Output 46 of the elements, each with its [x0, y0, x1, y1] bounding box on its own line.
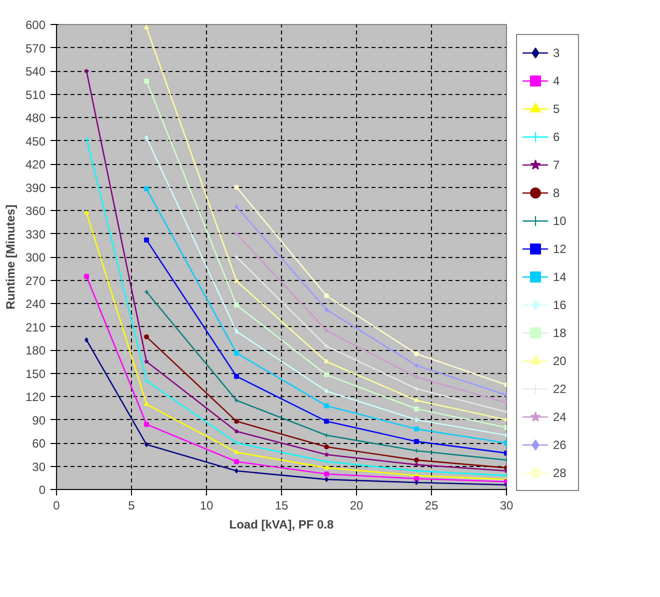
y-tick-label: 510	[25, 88, 46, 102]
y-tick-label: 90	[32, 413, 46, 428]
y-tick-label: 240	[25, 297, 46, 311]
y-axis-title: Runtime [Minutes]	[3, 204, 18, 310]
y-tick-label: 210	[25, 320, 46, 334]
legend-label: 26	[553, 436, 568, 454]
y-tick-label: 360	[25, 204, 46, 218]
x-tick-label: 0	[53, 498, 60, 512]
x-tick-label: 25	[424, 498, 438, 512]
y-tick-label: 600	[25, 18, 46, 32]
legend-label: 4	[553, 72, 561, 90]
legend-label: 12	[553, 240, 568, 258]
y-tick-label: 180	[25, 344, 46, 358]
legend-label: 8	[553, 184, 561, 202]
legend-label: 5	[553, 100, 561, 118]
y-tick-label: 450	[25, 134, 46, 148]
legend-label: 22	[553, 380, 568, 398]
x-tick-label: 20	[350, 498, 364, 512]
y-tick-label: 270	[25, 274, 46, 288]
x-tick-label: 30	[500, 498, 514, 512]
legend-label: 28	[553, 464, 568, 482]
y-tick-label: 60	[32, 436, 46, 450]
legend-label: 7	[553, 156, 561, 174]
y-tick-label: 420	[25, 158, 46, 172]
y-tick-label: 0	[38, 483, 46, 497]
y-tick-label: 30	[32, 460, 46, 474]
x-tick-label: 5	[128, 498, 136, 512]
legend-label: 3	[553, 44, 561, 62]
legend-label: 20	[553, 352, 568, 370]
y-tick-label: 540	[25, 64, 46, 78]
y-tick-label: 480	[25, 111, 46, 125]
legend-label: 18	[553, 324, 568, 342]
legend-label: 16	[553, 296, 568, 314]
y-tick-label: 300	[25, 250, 46, 264]
legend-label: 24	[553, 408, 568, 426]
x-tick-label: 10	[200, 498, 214, 512]
legend-label: 14	[553, 268, 568, 286]
x-tick-label: 15	[274, 498, 288, 512]
x-axis-title: Load [kVA], PF 0.8	[229, 518, 334, 532]
y-tick-label: 330	[25, 227, 46, 242]
legend-label: 6	[553, 128, 561, 146]
y-tick-label: 150	[25, 366, 46, 381]
y-tick-label: 390	[25, 180, 46, 195]
y-tick-label: 570	[25, 41, 46, 56]
y-tick-label: 120	[25, 390, 46, 404]
legend-label: 10	[553, 212, 568, 230]
